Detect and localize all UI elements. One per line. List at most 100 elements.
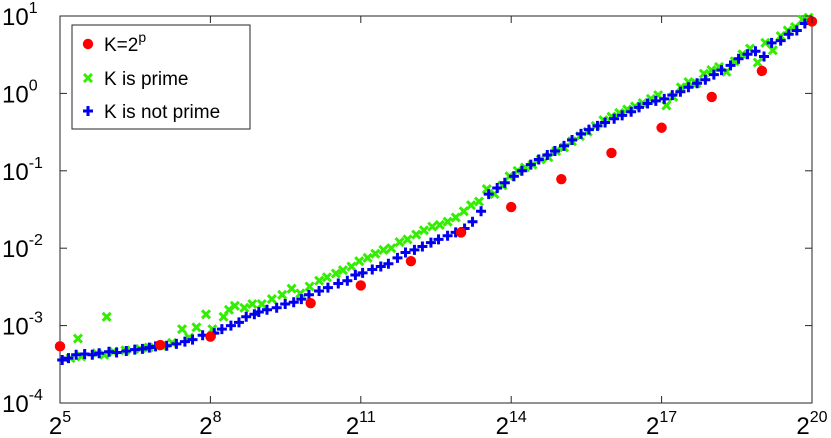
data-point: [176, 324, 188, 335]
data-point: [559, 140, 570, 151]
data-point: [418, 225, 430, 236]
data-point: [72, 333, 83, 344]
data-point: [756, 65, 768, 77]
data-point: [101, 311, 112, 322]
data-point: [465, 200, 477, 211]
data-point: [225, 320, 236, 331]
data-point: [733, 53, 744, 64]
x-tick-label: 25: [49, 409, 71, 438]
legend-marker: [82, 72, 94, 84]
data-point: [766, 37, 777, 48]
data-point: [354, 256, 365, 267]
data-point: [400, 247, 411, 258]
x-tick-label: 28: [199, 409, 221, 438]
data-point: [378, 244, 389, 255]
legend-marker: [82, 38, 94, 50]
data-point: [783, 29, 794, 40]
y-tick-label: 10-4: [2, 387, 43, 418]
data-point: [277, 289, 288, 300]
data-point: [606, 147, 617, 159]
data-point: [370, 248, 381, 259]
data-point: [775, 35, 786, 46]
data-point: [791, 25, 802, 36]
data-point: [303, 289, 314, 300]
data-point: [229, 300, 240, 311]
legend-box: [71, 24, 251, 130]
data-point: [427, 221, 438, 232]
data-point: [314, 275, 325, 286]
data-point: [592, 120, 603, 131]
data-point: [659, 93, 670, 104]
data-point: [321, 272, 333, 283]
data-point: [305, 297, 316, 309]
x-tick-label: 217: [646, 409, 677, 438]
data-point: [266, 294, 277, 305]
data-point: [556, 173, 567, 185]
data-point: [706, 91, 717, 103]
data-point: [87, 349, 98, 360]
data-point: [54, 341, 66, 352]
data-point: [634, 102, 645, 113]
data-point: [63, 353, 74, 364]
data-point: [121, 345, 132, 356]
data-point: [467, 216, 478, 227]
data-point: [425, 237, 436, 248]
data-point: [271, 302, 282, 313]
data-point: [402, 234, 413, 245]
data-point: [683, 77, 694, 88]
data-point: [256, 298, 267, 310]
data-point: [375, 261, 386, 272]
data-point: [417, 241, 428, 252]
data-point: [337, 265, 349, 276]
data-point: [626, 106, 637, 117]
data-point: [191, 322, 202, 333]
data-point: [322, 282, 333, 293]
data-point: [94, 348, 105, 359]
x-tick-label: 211: [346, 409, 376, 438]
data-point: [350, 270, 361, 281]
data-point: [455, 227, 467, 238]
legend-label: K is prime: [104, 69, 188, 90]
data-point: [383, 258, 394, 269]
data-point: [71, 349, 82, 360]
data-point: [700, 74, 711, 85]
data-point: [394, 237, 405, 248]
data-point: [367, 264, 378, 275]
data-point: [506, 201, 517, 213]
data-point: [600, 117, 611, 128]
y-tick-label: 10-3: [2, 310, 43, 341]
data-point: [405, 255, 417, 267]
data-point: [409, 244, 420, 255]
legend-label: K is not prime: [104, 102, 220, 123]
data-point: [609, 113, 620, 124]
data-point: [288, 297, 299, 308]
legend: K=2p K is prime K is not prime: [71, 24, 251, 130]
data-point: [357, 267, 368, 278]
y-tick-label: 10-2: [2, 232, 43, 263]
data-point: [742, 49, 753, 60]
data-point: [362, 252, 373, 263]
data-point: [187, 334, 198, 345]
data-point: [233, 317, 244, 328]
data-point: [708, 69, 719, 80]
data-point: [342, 275, 353, 286]
data-point: [433, 234, 444, 245]
data-point: [171, 338, 182, 349]
data-point: [583, 124, 594, 135]
data-point: [386, 243, 397, 254]
data-point: [759, 51, 770, 62]
data-point: [155, 339, 166, 351]
data-point: [296, 294, 307, 305]
legend-marker: [83, 106, 93, 116]
x-tick-label: 220: [796, 409, 827, 438]
data-point: [567, 134, 578, 145]
data-point: [111, 347, 122, 358]
data-point: [575, 128, 586, 139]
x-tick-label: 214: [496, 409, 527, 438]
data-point: [667, 90, 678, 101]
data-point: [411, 229, 422, 240]
data-point: [280, 299, 291, 310]
data-point: [473, 196, 485, 207]
